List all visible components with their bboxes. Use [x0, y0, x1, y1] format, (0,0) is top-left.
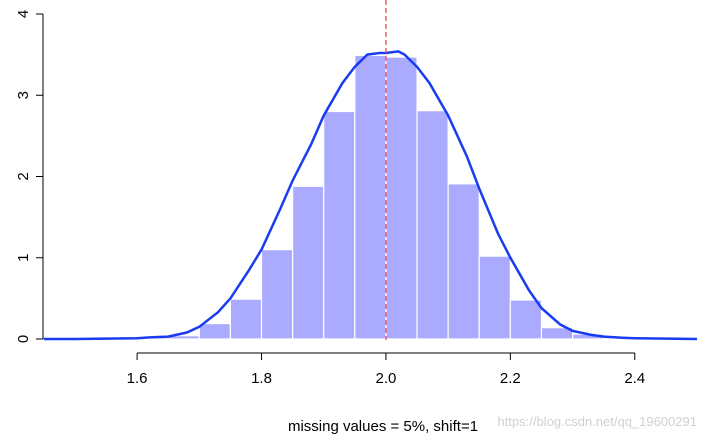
histogram-bar [385, 56, 418, 340]
x-tick-label: 1.8 [251, 370, 272, 387]
histogram-bar [509, 299, 543, 340]
y-tick-label: 1 [15, 254, 32, 262]
x-tick-label: 2.0 [376, 370, 397, 387]
y-axis: 0 1 2 3 4 [15, 10, 44, 343]
histogram-bar [323, 110, 356, 340]
histogram-bar [416, 110, 449, 340]
histogram-bar [478, 255, 511, 340]
histogram-bar [447, 183, 480, 340]
y-tick-label: 0 [15, 335, 32, 343]
density-curve [43, 50, 698, 341]
histogram-bar [540, 327, 574, 340]
histogram-bar [260, 249, 294, 340]
watermark-text: https://blog.csdn.net/qq_19600291 [498, 414, 698, 429]
histogram-bars [136, 54, 605, 340]
histogram-bar [292, 185, 325, 340]
x-tick-label: 2.4 [624, 370, 645, 387]
x-axis: 1.6 1.8 2.0 2.2 2.4 [127, 352, 645, 387]
y-tick-label: 4 [15, 10, 32, 18]
x-axis-label: missing values = 5%, shift=1 [288, 418, 478, 435]
histogram-bar [198, 322, 232, 340]
y-tick-label: 2 [15, 172, 32, 180]
histogram-bar [229, 298, 263, 340]
x-tick-label: 1.6 [127, 370, 148, 387]
x-tick-label: 2.2 [500, 370, 521, 387]
y-tick-label: 3 [15, 91, 32, 99]
histogram-bar [354, 54, 387, 340]
